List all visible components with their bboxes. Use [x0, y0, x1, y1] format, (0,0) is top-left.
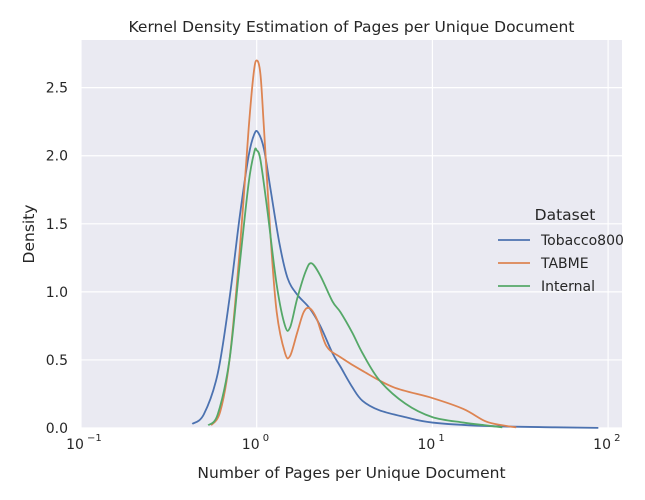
legend-label: TABME: [540, 256, 589, 272]
y-tick-label: 2.5: [46, 81, 68, 97]
x-tick-exponent: 1: [438, 433, 444, 444]
legend: Dataset Tobacco800 TABME Internal: [498, 206, 624, 295]
chart-title: Kernel Density Estimation of Pages per U…: [129, 18, 575, 36]
x-axis-label: Number of Pages per Unique Document: [197, 464, 505, 482]
y-tick-label: 1.5: [46, 217, 68, 233]
y-tick-label: 1.0: [46, 285, 68, 301]
series-lines: [191, 59, 599, 429]
x-tick-label: 10: [242, 437, 260, 453]
x-tick-labels: 10 −1 10 0 10 1 10 2: [66, 433, 620, 453]
x-tick-label: 10: [66, 437, 84, 453]
x-tick-exponent: 0: [263, 433, 269, 444]
grid: [80, 40, 622, 429]
legend-label: Tobacco800: [540, 233, 624, 249]
y-tick-labels: 0.0 0.5 1.0 1.5 2.0 2.5: [46, 81, 68, 437]
y-tick-label: 2.0: [46, 149, 68, 165]
x-tick-label: 10: [417, 437, 435, 453]
legend-title: Dataset: [535, 206, 596, 224]
x-tick-exponent: 2: [614, 433, 620, 444]
y-tick-label: 0.0: [46, 421, 68, 437]
series-line-internal: [207, 147, 503, 429]
x-tick-exponent: −1: [87, 433, 102, 444]
series-line-tobacco800: [191, 129, 599, 429]
y-axis-label: Density: [20, 205, 38, 264]
series-line-tabme: [210, 59, 517, 429]
y-tick-label: 0.5: [46, 353, 68, 369]
x-tick-label: 10: [593, 437, 611, 453]
legend-label: Internal: [541, 279, 595, 295]
